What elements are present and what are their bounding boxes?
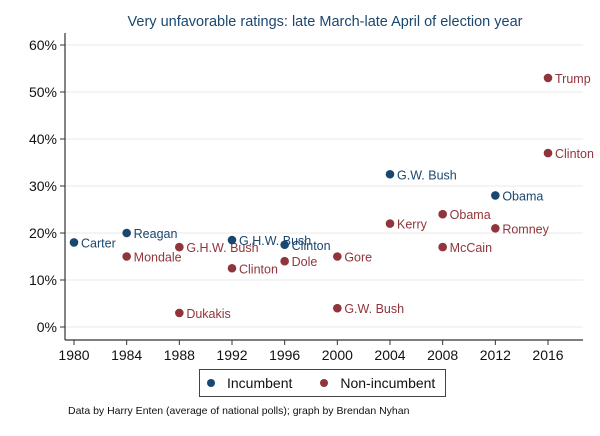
data-point — [175, 242, 184, 252]
y-axis-ticks: 0% 10% 20% 30% 40% 50% 60% — [29, 37, 65, 335]
y-tick-label: 30% — [29, 178, 57, 194]
footnote: Data by Harry Enten (average of national… — [68, 405, 410, 417]
x-tick-label: 1996 — [269, 347, 300, 363]
data-points: Mondale G.H.W. Bush Dukakis Clinton Dole Gore… — [69, 72, 594, 321]
data-label: Clinton — [239, 262, 278, 276]
chart-title: Very unfavorable ratings: late March-lat… — [128, 14, 523, 30]
data-point — [227, 263, 237, 273]
y-tick-label: 10% — [29, 272, 57, 288]
data-point — [385, 169, 395, 179]
x-tick-label: 1984 — [111, 347, 142, 363]
x-tick-label: 2012 — [480, 347, 511, 363]
data-point — [175, 308, 184, 318]
y-tick-label: 20% — [29, 225, 57, 241]
legend-item-non-incumbent: Non-incumbent — [320, 375, 435, 391]
data-label: Trump — [555, 72, 591, 86]
x-tick-label: 2004 — [374, 347, 405, 363]
legend: Incumbent Non-incumbent — [199, 369, 446, 397]
legend-marker-non-incumbent — [320, 379, 329, 387]
x-tick-label: 1988 — [164, 347, 195, 363]
data-point — [69, 238, 79, 247]
data-point — [438, 209, 447, 219]
data-label: Clinton — [555, 147, 594, 161]
data-label: McCain — [450, 241, 492, 255]
data-point — [333, 303, 342, 313]
data-point — [491, 224, 500, 233]
y-tick-label: 60% — [29, 37, 57, 53]
x-tick-label: 2016 — [532, 347, 563, 363]
y-tick-label: 50% — [29, 84, 57, 100]
data-label: Reagan — [134, 227, 178, 241]
legend-label-incumbent: Incumbent — [227, 375, 293, 391]
data-point — [385, 219, 395, 228]
x-tick-label: 2000 — [322, 347, 353, 363]
data-point — [280, 256, 289, 266]
data-point — [543, 148, 553, 158]
legend-marker-incumbent — [207, 379, 215, 387]
data-point — [122, 228, 131, 238]
data-label: Carter — [81, 236, 116, 250]
data-label: Obama — [450, 208, 491, 222]
data-point — [280, 240, 289, 250]
x-axis-ticks: 1980 1984 1988 1992 1996 2000 2004 2008 2012 2016 — [58, 340, 564, 363]
data-label: Mondale — [134, 251, 182, 265]
x-tick-label: 2008 — [427, 347, 458, 363]
data-label: Gore — [344, 251, 372, 265]
y-tick-label: 0% — [37, 319, 57, 335]
data-label: G.W. Bush — [344, 302, 404, 316]
legend-item-incumbent: Incumbent — [207, 375, 292, 391]
data-point — [491, 191, 500, 200]
data-label: G.H.W. Bush — [239, 234, 311, 248]
data-point — [438, 242, 447, 252]
data-label: Kerry — [397, 218, 428, 232]
x-tick-label: 1980 — [58, 347, 89, 363]
data-point — [333, 252, 342, 261]
data-point — [122, 252, 131, 261]
data-label: Obama — [502, 189, 543, 203]
data-label: G.H.W. Bush — [186, 241, 258, 255]
data-point — [227, 235, 237, 245]
data-point — [543, 73, 553, 83]
data-label: Romney — [502, 222, 549, 236]
data-label: Dukakis — [186, 307, 230, 321]
x-tick-label: 1992 — [216, 347, 247, 363]
data-label: Dole — [292, 255, 318, 269]
legend-label-non-incumbent: Non-incumbent — [340, 375, 436, 391]
data-label: G.W. Bush — [397, 168, 457, 182]
gridlines — [65, 44, 583, 328]
y-tick-label: 40% — [29, 131, 57, 147]
data-label: Clinton — [292, 239, 331, 253]
